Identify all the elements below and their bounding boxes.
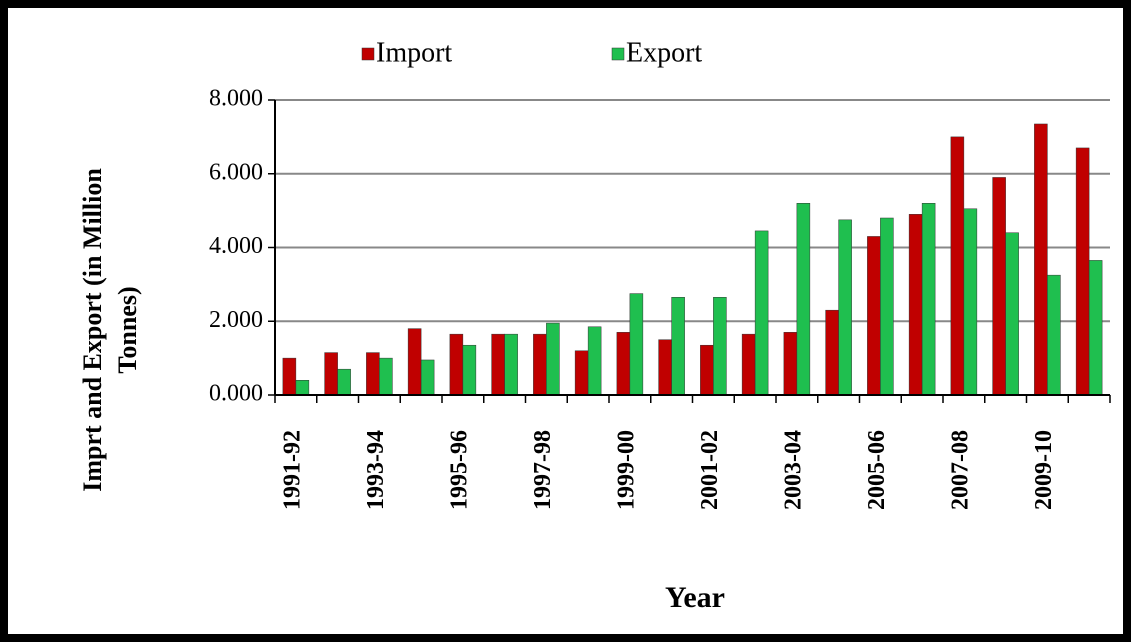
bar bbox=[379, 357, 393, 396]
x-tick-label: 2007-08 bbox=[947, 430, 973, 510]
y-tick-label: 6.000 bbox=[209, 159, 263, 185]
bar bbox=[908, 214, 923, 396]
bar bbox=[867, 236, 881, 396]
bar bbox=[671, 297, 685, 396]
x-tick-label: 1999-00 bbox=[613, 430, 639, 510]
bar bbox=[1047, 274, 1061, 396]
bar bbox=[574, 350, 589, 396]
x-tick-label: 2001-02 bbox=[697, 430, 723, 510]
bar bbox=[533, 333, 547, 396]
bar bbox=[741, 333, 756, 396]
bar bbox=[1034, 123, 1048, 396]
bar bbox=[1005, 232, 1019, 396]
y-tick-label: 8.000 bbox=[209, 86, 263, 112]
bar bbox=[825, 309, 839, 396]
bar bbox=[504, 333, 518, 396]
bar bbox=[282, 357, 297, 396]
x-tick-label: 1997-98 bbox=[530, 430, 556, 510]
bar bbox=[838, 219, 852, 396]
bar bbox=[616, 332, 631, 396]
bar bbox=[1075, 147, 1090, 396]
legend-label: Export bbox=[626, 37, 702, 68]
bar bbox=[337, 368, 351, 396]
bar bbox=[587, 326, 602, 396]
y-tick-label: 0.000 bbox=[209, 381, 263, 407]
x-tick-label: 1995-96 bbox=[446, 430, 472, 510]
x-tick-label: 2009-10 bbox=[1031, 430, 1057, 510]
bar bbox=[407, 328, 422, 396]
bar bbox=[963, 208, 978, 396]
bar bbox=[700, 344, 714, 396]
x-axis-title: Year bbox=[665, 581, 725, 614]
bar bbox=[796, 203, 811, 396]
bar bbox=[658, 339, 672, 396]
x-tick-label: 2003-04 bbox=[780, 430, 806, 510]
legend-label: Import bbox=[376, 37, 452, 68]
bar bbox=[992, 177, 1006, 396]
bar bbox=[880, 217, 894, 396]
x-tick-label: 1993-94 bbox=[363, 430, 389, 510]
bar bbox=[950, 136, 965, 396]
bar bbox=[546, 322, 560, 396]
bar bbox=[462, 344, 477, 396]
bar bbox=[295, 380, 310, 396]
bar bbox=[1088, 260, 1103, 396]
y-tick-label: 2.000 bbox=[209, 307, 263, 333]
bar bbox=[713, 297, 727, 396]
y-tick-label: 4.000 bbox=[209, 233, 263, 259]
bar bbox=[754, 230, 769, 396]
bar bbox=[629, 293, 644, 396]
bar bbox=[366, 352, 380, 396]
bar bbox=[324, 352, 338, 396]
legend-swatch bbox=[361, 47, 375, 61]
bar bbox=[449, 333, 464, 396]
y-axis-title: Imprt and Export (in Million bbox=[78, 168, 107, 492]
legend-swatch bbox=[611, 47, 625, 61]
x-tick-label: 1991-92 bbox=[279, 430, 305, 510]
bar bbox=[921, 203, 936, 396]
bar bbox=[491, 333, 505, 396]
x-tick-label: 2005-06 bbox=[864, 430, 890, 510]
y-axis-title: Tonnes) bbox=[113, 286, 142, 373]
bar bbox=[420, 359, 435, 396]
bar bbox=[783, 332, 798, 396]
